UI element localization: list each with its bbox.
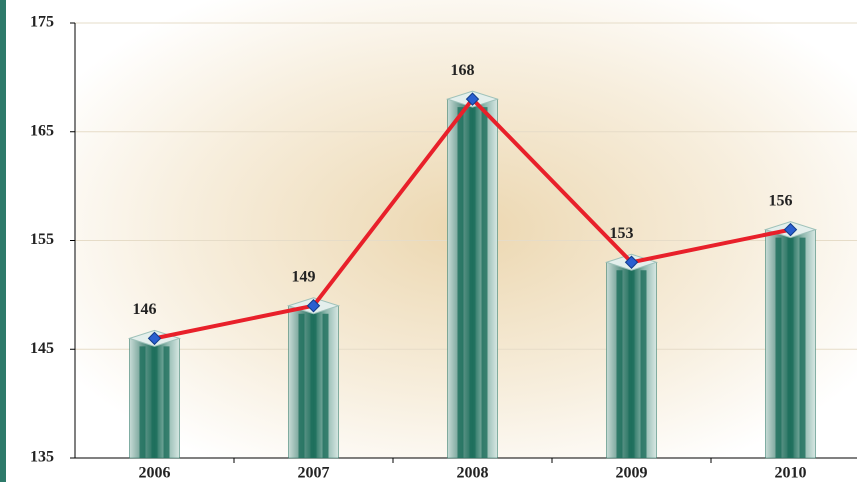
- bar-stripe: [310, 313, 317, 458]
- marker: [306, 299, 321, 313]
- left-border: [0, 0, 6, 482]
- marker: [147, 331, 162, 346]
- x-tick-label: 2006: [139, 465, 171, 482]
- marker: [465, 92, 480, 106]
- y-tick-label: 155: [30, 231, 54, 248]
- data-label: 168: [451, 62, 475, 79]
- marker: [783, 222, 798, 237]
- data-label: 149: [292, 268, 316, 285]
- bar-stripe: [322, 313, 329, 458]
- bar-stripe: [163, 346, 170, 458]
- bar-stripe: [775, 237, 782, 458]
- bar-stripe: [469, 107, 476, 458]
- bar-stripe: [628, 270, 635, 458]
- x-tick-label: 2009: [616, 465, 648, 482]
- y-tick-label: 165: [30, 122, 54, 139]
- bar-stripe: [616, 270, 623, 458]
- data-label: 153: [610, 225, 634, 242]
- x-tick-label: 2008: [457, 465, 489, 482]
- bar-stripe: [799, 237, 806, 458]
- bar-stripe: [298, 313, 305, 458]
- y-tick-label: 175: [30, 14, 54, 31]
- x-tick-label: 2007: [298, 465, 330, 482]
- bar-stripe: [481, 107, 488, 458]
- data-label: 156: [769, 192, 793, 209]
- bar-stripe: [640, 270, 647, 458]
- bar-stripe: [151, 346, 158, 458]
- bar-stripe: [139, 346, 146, 458]
- bar-stripe: [787, 237, 794, 458]
- y-tick-label: 135: [30, 449, 54, 466]
- y-tick-label: 145: [30, 340, 54, 357]
- marker: [624, 255, 639, 269]
- bar-stripe: [457, 107, 464, 458]
- data-label: 146: [133, 301, 157, 318]
- x-tick-label: 2010: [775, 465, 807, 482]
